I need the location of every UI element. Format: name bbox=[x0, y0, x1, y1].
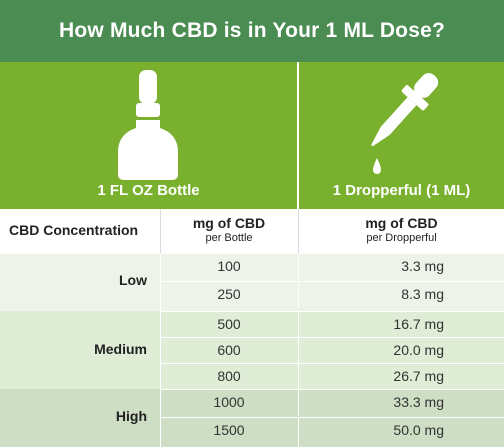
group-label: High bbox=[115, 408, 147, 424]
column-divider bbox=[298, 312, 299, 338]
column-divider bbox=[298, 390, 299, 416]
group-high: High bbox=[0, 389, 504, 447]
dropper-mg: 33.3 mg bbox=[393, 394, 444, 410]
header-bottle: mg of CBD per Bottle bbox=[160, 215, 298, 244]
table-row: 100 3.3 mg bbox=[160, 254, 504, 280]
dropper-panel: 1 Dropperful (1 ML) bbox=[299, 62, 504, 209]
column-divider bbox=[298, 418, 299, 448]
column-divider bbox=[298, 338, 299, 364]
bottle-panel: 1 FL OZ Bottle bbox=[0, 62, 297, 209]
dropper-mg: 8.3 mg bbox=[401, 286, 444, 302]
dropper-mg: 3.3 mg bbox=[401, 258, 444, 274]
bottle-caption: 1 FL OZ Bottle bbox=[97, 182, 200, 199]
dropper-mg: 16.7 mg bbox=[393, 316, 444, 332]
panel-divider bbox=[297, 62, 299, 209]
group-label: Low bbox=[119, 272, 147, 288]
bottle-mg: 600 bbox=[217, 342, 241, 358]
bottle-mg: 800 bbox=[217, 368, 241, 384]
header-bottle-sub: per Bottle bbox=[205, 232, 253, 244]
column-divider bbox=[298, 254, 299, 280]
bottle-mg: 1500 bbox=[213, 422, 245, 438]
group-label: Medium bbox=[94, 341, 147, 357]
column-divider bbox=[298, 364, 299, 390]
page-title: How Much CBD is in Your 1 ML Dose? bbox=[0, 0, 504, 62]
bottle-mg: 500 bbox=[217, 316, 241, 332]
table-row: 1500 50.0 mg bbox=[160, 417, 504, 448]
dropper-mg: 20.0 mg bbox=[393, 342, 444, 358]
table-row: 1000 33.3 mg bbox=[160, 389, 504, 416]
header-divider bbox=[298, 209, 299, 254]
header-divider bbox=[160, 209, 161, 254]
column-divider bbox=[298, 282, 299, 308]
table-header: CBD Concentration mg of CBD per Bottle m… bbox=[0, 209, 504, 255]
body-divider bbox=[160, 254, 161, 447]
table-row: 250 8.3 mg bbox=[160, 281, 504, 308]
header-dropper-main: mg of CBD bbox=[365, 215, 438, 231]
header-concentration: CBD Concentration bbox=[9, 222, 139, 238]
header-dropper-sub: per Dropperful bbox=[366, 232, 437, 244]
header-dropper: mg of CBD per Dropperful bbox=[299, 215, 504, 244]
bottle-mg: 1000 bbox=[213, 394, 245, 410]
group-medium: Medium bbox=[0, 311, 504, 389]
header-bottle-main: mg of CBD bbox=[192, 215, 266, 231]
bottle-mg: 250 bbox=[217, 286, 241, 302]
group-low: Low bbox=[0, 254, 504, 311]
table-row: 500 16.7 mg bbox=[160, 311, 504, 338]
bottle-mg: 100 bbox=[217, 258, 241, 274]
dropper-mg: 50.0 mg bbox=[393, 422, 444, 438]
dropper-caption: 1 Dropperful (1 ML) bbox=[332, 182, 471, 199]
dropper-mg: 26.7 mg bbox=[393, 368, 444, 384]
table-row: 600 20.0 mg bbox=[160, 337, 504, 364]
table-row: 800 26.7 mg bbox=[160, 363, 504, 390]
dropper-icon bbox=[371, 73, 439, 174]
bottle-icon bbox=[118, 70, 178, 180]
